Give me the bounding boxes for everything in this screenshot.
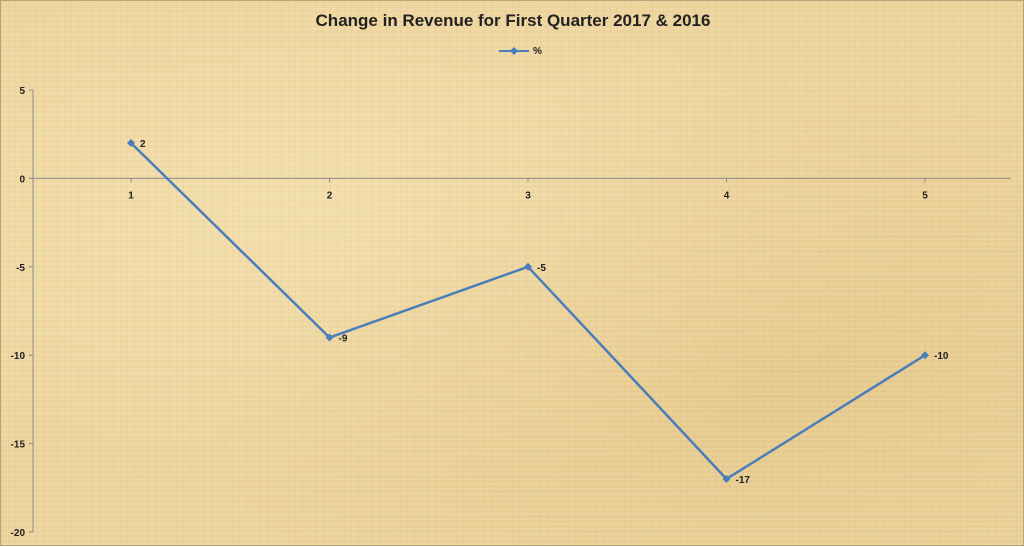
y-tick-label: -5 bbox=[16, 263, 25, 274]
y-tick-label: -10 bbox=[11, 351, 26, 362]
data-label: -17 bbox=[736, 475, 751, 486]
data-label: 2 bbox=[140, 139, 146, 150]
legend-marker-icon bbox=[499, 47, 529, 55]
y-tick-label: 5 bbox=[19, 86, 25, 97]
data-point bbox=[127, 139, 135, 148]
data-label: -5 bbox=[537, 263, 546, 274]
y-tick-label: -20 bbox=[11, 528, 26, 539]
x-tick-label: 2 bbox=[327, 190, 333, 201]
x-tick-label: 1 bbox=[128, 190, 134, 201]
data-point bbox=[524, 262, 532, 271]
data-point bbox=[921, 351, 929, 360]
data-point bbox=[325, 333, 334, 342]
chart-title: Change in Revenue for First Quarter 2017… bbox=[315, 11, 711, 30]
y-tick-label: -15 bbox=[11, 440, 26, 451]
data-point bbox=[722, 474, 731, 483]
x-tick-label: 3 bbox=[525, 190, 531, 201]
legend: % bbox=[499, 44, 542, 58]
x-tick-label: 4 bbox=[724, 190, 730, 201]
y-tick-label: 0 bbox=[19, 174, 25, 185]
x-tick-label: 5 bbox=[922, 190, 928, 201]
data-label: -9 bbox=[339, 334, 348, 345]
data-label: -10 bbox=[934, 351, 949, 362]
legend-label: % bbox=[533, 45, 542, 57]
